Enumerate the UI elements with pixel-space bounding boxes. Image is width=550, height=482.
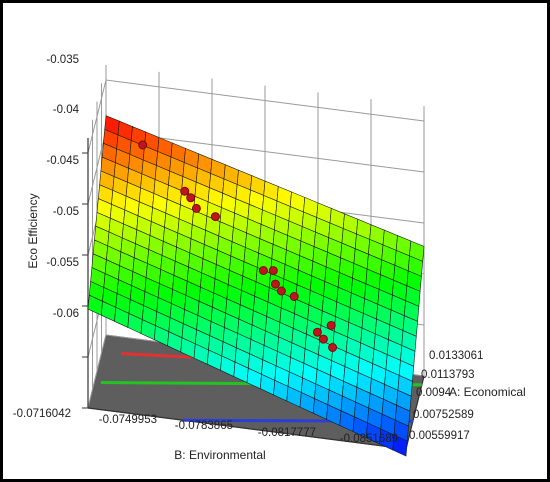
x-tick-label: -0.0851689 xyxy=(340,433,398,445)
z-tick-label: -0.04 xyxy=(53,104,80,116)
x-tick-label: -0.0817777 xyxy=(258,427,316,439)
z-axis-label: Eco Efficiency xyxy=(26,193,40,268)
design-point xyxy=(312,327,322,337)
design-point xyxy=(191,203,201,213)
z-tick-label: -0.035 xyxy=(46,54,79,66)
z-tick-label: -0.06 xyxy=(53,308,79,320)
design-point xyxy=(138,140,148,150)
z-tick-label: -0.055 xyxy=(46,257,79,269)
y-tick-label: 0.0133061 xyxy=(429,350,483,362)
design-point xyxy=(210,212,220,222)
design-point xyxy=(258,266,268,275)
x-axis-label: B: Environmental xyxy=(174,448,265,462)
z-tick-label: -0.05 xyxy=(53,206,79,218)
design-points xyxy=(138,140,338,352)
y-tick-label: 0.0113793 xyxy=(421,369,475,381)
design-point xyxy=(318,334,328,344)
x-axis-line xyxy=(87,407,407,450)
x-tick-label: -0.0716042 xyxy=(13,408,71,420)
design-point xyxy=(289,292,299,301)
y-tick-label: 0.00559917 xyxy=(409,430,470,442)
design-point xyxy=(268,266,278,276)
y-axis-label: A: Economical xyxy=(449,385,526,399)
y-tick-label: 0.0094 xyxy=(416,387,452,399)
y-tick-label: 0.00752589 xyxy=(413,409,474,421)
design-point xyxy=(186,193,196,203)
design-point xyxy=(270,279,280,289)
surface-cell xyxy=(392,434,408,457)
z-gridline xyxy=(87,79,425,154)
design-point xyxy=(180,186,190,196)
x-tick-label: -0.0783865 xyxy=(175,420,233,432)
z-tick-label: -0.045 xyxy=(46,155,79,167)
axes xyxy=(82,138,425,450)
y-axis-line xyxy=(405,375,425,450)
design-point xyxy=(326,321,336,330)
surface-plot: -0.035 -0.04 -0.045 -0.05 -0.055 -0.06 E… xyxy=(13,54,526,462)
design-point xyxy=(328,343,338,352)
x-tick-label: -0.0749953 xyxy=(99,414,157,426)
design-point xyxy=(276,286,286,296)
